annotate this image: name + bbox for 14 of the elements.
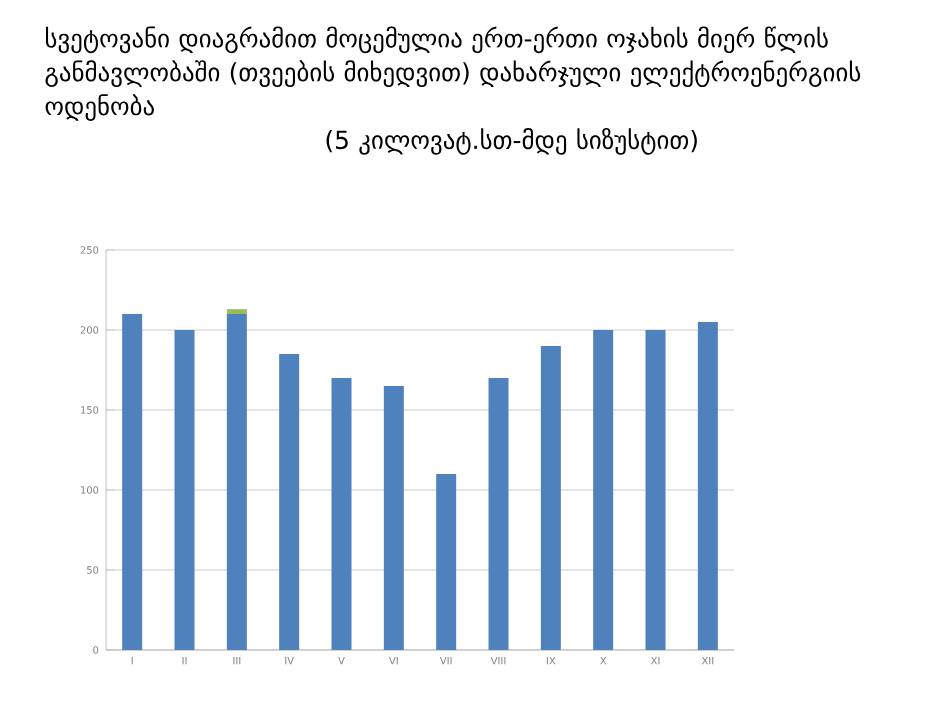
bar <box>122 314 143 650</box>
bar <box>697 322 718 650</box>
bar <box>331 378 352 650</box>
bar <box>279 354 300 650</box>
bar <box>383 386 404 650</box>
bar <box>645 330 666 650</box>
chart-title: სვეტოვანი დიაგრამით მოცემულია ერთ-ერთი ოჯახის მიერ წლის განმავლობაში (თვეების მიხედვით) დახარჯული ელექტროენერგიის ოდენობა <box>45 26 861 121</box>
bar <box>436 474 457 650</box>
bar <box>540 346 561 650</box>
bar <box>174 330 195 650</box>
bar <box>226 314 247 650</box>
bar <box>593 330 614 650</box>
bar <box>488 378 509 650</box>
chart-subtitle: (5 კილოვატ.სთ-მდე სიზუსტით) <box>326 128 697 155</box>
